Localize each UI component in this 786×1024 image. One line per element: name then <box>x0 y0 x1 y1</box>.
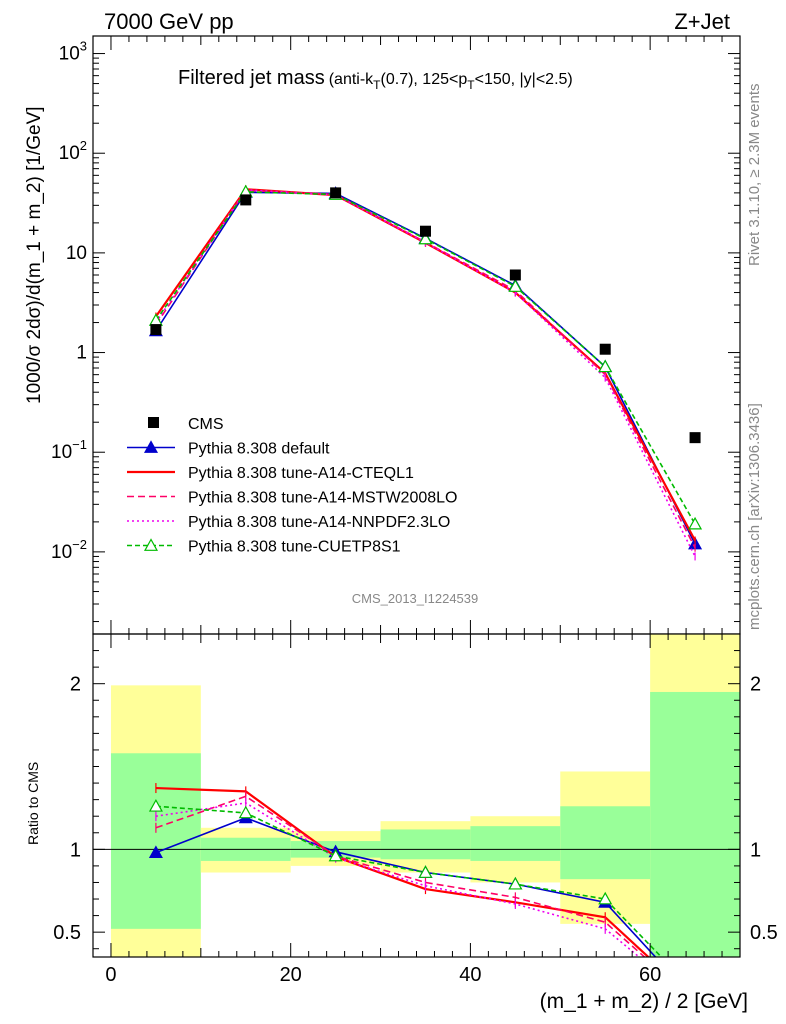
legend-label-data: CMS <box>188 416 224 433</box>
ratio-point <box>598 891 613 905</box>
ratio-point <box>508 876 523 890</box>
y-tick-label: 10 <box>66 243 87 264</box>
ratio-tick-label-right: 0.5 <box>750 922 778 944</box>
data-point <box>689 432 701 444</box>
mcplots-label: mcplots.cern.ch [arXiv:1306.3436] <box>746 403 763 630</box>
chart-title: Filtered jet mass (anti-kT(0.7), 125<pT<1… <box>178 67 573 92</box>
energy-label: 7000 GeV pp <box>104 9 234 34</box>
series-point <box>598 359 613 373</box>
ratio-point <box>328 848 343 862</box>
x-axis-label: (m_1 + m_2) / 2 [GeV] <box>540 990 748 1013</box>
y-tick-label: 10−2 <box>51 537 87 563</box>
ratio-point <box>148 799 163 812</box>
x-ticks: 0 20 40 60 <box>105 36 741 986</box>
data-point <box>509 269 521 281</box>
legend-label-3: Pythia 8.308 tune-A14-NNPDF2.3LO <box>188 514 450 531</box>
inner-band-bin <box>380 829 471 860</box>
chart-subtitle-open: (anti-k <box>329 71 374 88</box>
ratio-point <box>418 865 433 878</box>
ratio-tick-label-right: 2 <box>750 674 761 696</box>
legend-marker-0 <box>143 440 159 453</box>
inner-band-bin <box>650 691 740 957</box>
y-tick-label: 10−1 <box>51 437 87 463</box>
uncertainty-bands <box>110 634 740 957</box>
data-point <box>150 324 162 336</box>
y-tick-label: 1 <box>76 343 87 364</box>
inner-band-bin <box>560 806 651 880</box>
ratio-point <box>148 845 163 859</box>
rivet-label: Rivet 3.1.10, ≥ 2.3M events <box>746 84 763 267</box>
data-point <box>599 343 611 355</box>
main-panel: Filtered jet mass (anti-kT(0.7), 125<pT<1… <box>24 35 741 635</box>
process-label: Z+Jet <box>674 9 730 34</box>
ratio-axis-label: Ratio to CMS <box>25 762 41 845</box>
legend-marker-data <box>148 417 159 428</box>
ratio-series-group <box>148 783 663 957</box>
ratio-point <box>238 805 253 819</box>
data-point <box>419 225 431 237</box>
legend-marker-4 <box>143 538 159 551</box>
y-axis-label: 1000/σ 2dσ)/d(m_1 + m_2) [1/GeV] <box>24 106 45 404</box>
analysis-id: CMS_2013_I1224539 <box>352 591 479 606</box>
data-point <box>240 194 252 206</box>
inner-band-bin <box>470 826 561 861</box>
chart-subtitle-sub1: T <box>373 78 381 92</box>
legend-label-0: Pythia 8.308 default <box>188 441 330 458</box>
chart-title-main: Filtered jet mass <box>178 67 325 89</box>
legend-label-2: Pythia 8.308 tune-A14-MSTW2008LO <box>188 490 457 507</box>
x-tick-label: 20 <box>280 964 302 986</box>
series-point <box>508 279 523 292</box>
series-point <box>688 516 703 530</box>
legend: CMS Pythia 8.308 default Pythia 8.308 tune… <box>127 416 457 556</box>
ratio-tick-label: 1 <box>70 839 81 861</box>
x-tick-label: 40 <box>459 964 481 986</box>
ratio-tick-label: 2 <box>70 674 81 696</box>
chart-subtitle-mid: (0.7), 125<p <box>381 71 468 88</box>
x-tick-label: 0 <box>105 964 116 986</box>
ratio-plot-area <box>92 633 741 958</box>
y-tick-label: 103 <box>59 39 87 65</box>
chart-subtitle-sub2: T <box>467 78 475 92</box>
ratio-y-ticks: 2 2 1 1 0.5 0.5 <box>53 650 778 950</box>
ratio-tick-label: 0.5 <box>53 922 81 944</box>
legend-label-1: Pythia 8.308 tune-A14-CTEQL1 <box>188 465 414 482</box>
ratio-panel: Ratio to CMS 2 2 1 1 0.5 0.5 0 20 40 60 (m_1 + m… <box>25 36 778 1013</box>
ratio-tick-label-right: 1 <box>750 839 761 861</box>
data-point <box>330 187 342 199</box>
y-tick-label: 102 <box>59 138 87 164</box>
legend-label-4: Pythia 8.308 tune-CUETP8S1 <box>188 539 401 556</box>
chart-subtitle-close: <150, |y|<2.5) <box>475 71 573 88</box>
main-series-group <box>148 184 703 561</box>
series-point <box>418 231 433 245</box>
x-tick-label: 60 <box>639 964 661 986</box>
